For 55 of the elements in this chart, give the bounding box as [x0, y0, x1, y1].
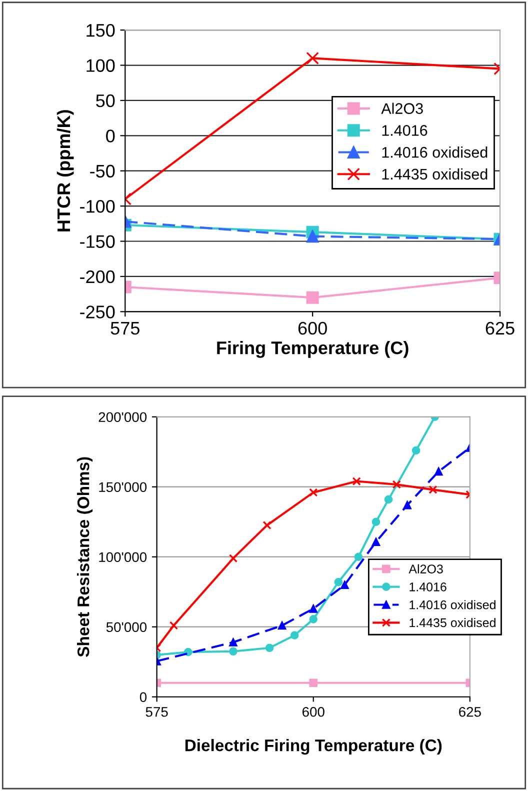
x-tick-label: 625: [459, 706, 481, 717]
point: [354, 552, 363, 562]
x-tick-label: 600: [298, 322, 327, 335]
y-tick-label: 100'000: [99, 552, 147, 562]
legend-label: 1.4016: [410, 582, 446, 592]
y-tick-label: 0: [106, 130, 115, 142]
x-tick-label: 575: [146, 707, 168, 717]
legend-label: 1.4435 oxidised: [382, 168, 488, 180]
point: [228, 554, 238, 563]
point: [265, 644, 274, 652]
y-tick-label: -200: [80, 270, 115, 284]
point: [334, 578, 343, 586]
point: [403, 500, 412, 510]
y-axis-title: Sheet Resistance (Ohms): [77, 457, 93, 657]
y-tick-label: -50: [90, 164, 115, 178]
legend-label: Al2O3: [381, 102, 423, 114]
y-tick-label: 0: [140, 692, 147, 702]
y-tick-label: 50: [96, 94, 115, 108]
point: [229, 647, 238, 656]
point: [412, 446, 420, 455]
point: [290, 631, 299, 640]
legend-label: 1.4016 oxidised: [410, 600, 496, 610]
legend-label: 1.4435 oxidised: [410, 618, 496, 628]
y-tick-label: 150'000: [99, 482, 147, 492]
y-tick-label: -100: [80, 200, 115, 213]
point: [278, 621, 286, 630]
point: [262, 520, 272, 530]
y-tick-label: 100: [86, 59, 115, 72]
point: [340, 580, 349, 590]
point: [309, 604, 318, 613]
point: [352, 476, 361, 486]
point: [372, 538, 380, 546]
x-axis-title: Dielectric Firing Temperature (C): [185, 738, 442, 755]
y-tick-label: -150: [80, 235, 115, 248]
point: [372, 518, 380, 526]
y-tick-label: 50'000: [106, 622, 147, 632]
y-tick-label: 200'000: [98, 412, 147, 422]
y-tick-label: -250: [80, 306, 115, 318]
legend-label: 1.4016 oxidised: [382, 146, 488, 158]
x-axis-title: Firing Temperature (C): [217, 340, 408, 358]
point: [434, 467, 443, 476]
legend-label: Al2O3: [408, 564, 443, 574]
point: [384, 495, 393, 504]
x-tick-label: 600: [302, 706, 324, 717]
x-tick-label: 625: [486, 322, 514, 335]
x-tick-label: 575: [110, 322, 140, 335]
point: [392, 480, 401, 489]
point: [309, 615, 318, 624]
y-axis-title: HTCR (ppm/K): [56, 110, 74, 232]
y-tick-label: 150: [86, 24, 115, 37]
point: [428, 485, 438, 494]
legend-label: 1.4016: [382, 125, 428, 136]
point: [229, 638, 238, 646]
point: [169, 621, 178, 630]
point: [309, 488, 318, 497]
